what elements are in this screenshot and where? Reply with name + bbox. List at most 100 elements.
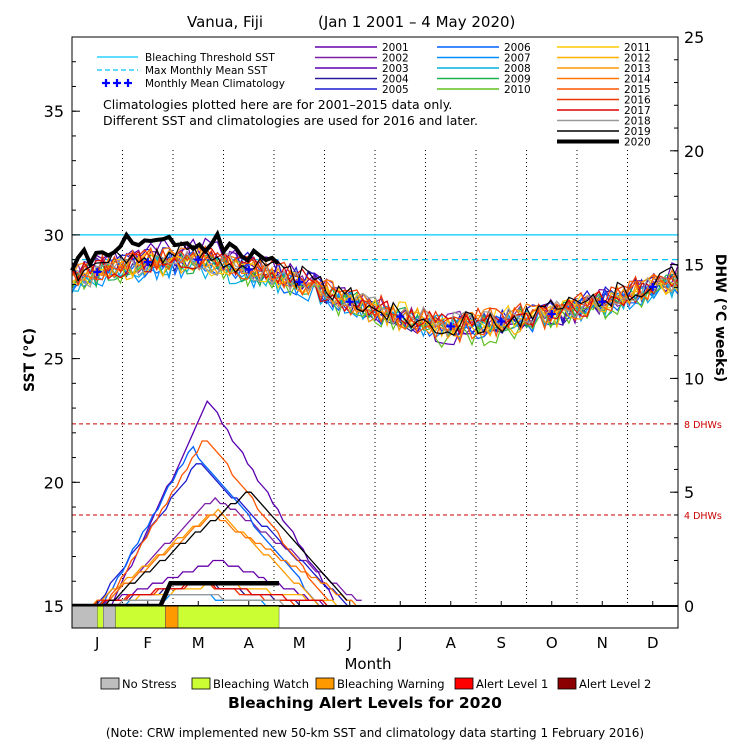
alert-bar-segment <box>165 605 179 629</box>
x-tick-label: N <box>597 634 608 652</box>
alert-bar-segment <box>71 605 98 629</box>
legend-ref-label: Monthly Mean Climatology <box>145 78 285 90</box>
x-tick-label: O <box>546 634 558 652</box>
alert-legend-swatch <box>557 677 577 690</box>
climatology-marker <box>295 277 304 286</box>
dhw-line-2017 <box>90 582 338 607</box>
legend-year-label-2016: 2016 <box>624 95 651 107</box>
x-tick-label: J <box>347 634 352 652</box>
x-tick-label: D <box>647 634 659 652</box>
dhw-line-2005 <box>94 463 349 607</box>
dhw-line-2002 <box>103 496 362 607</box>
note-line-1: Climatologies plotted here are for 2001–… <box>103 97 452 112</box>
y-left-tick-label: 20 <box>44 473 64 492</box>
sst-line-2018 <box>71 251 679 338</box>
axes: 15 20 25 30 35 0 5 10 15 20 25 J F M A M J J A S O N D <box>44 28 705 652</box>
alert-legend-label: Bleaching Watch <box>213 677 309 691</box>
dhw-line-2013 <box>91 508 320 607</box>
legend-year-label-2008: 2008 <box>504 63 531 75</box>
y-right-tick-label: 5 <box>684 483 694 502</box>
alert-legend-label: Alert Level 2 <box>579 677 651 691</box>
climatology-marker <box>244 265 253 274</box>
climatology-markers <box>93 255 657 331</box>
sst-line-2012 <box>71 253 679 338</box>
legend-year-label-2018: 2018 <box>624 116 651 128</box>
chart-title-location: Vanua, Fiji <box>187 13 263 31</box>
dhw-line-2014 <box>98 514 358 607</box>
alert-bar-segment <box>103 605 116 629</box>
footer-title: Bleaching Alert Levels for 2020 <box>228 694 502 712</box>
y-left-tick-label: 35 <box>44 102 64 121</box>
climatology-marker <box>194 255 203 264</box>
dhw-line-2015 <box>105 440 329 607</box>
y-right-tick-label: 0 <box>684 597 694 616</box>
y-left-label: SST (°C) <box>22 328 38 392</box>
y-right-label: DHW (°C weeks) <box>712 254 728 382</box>
alert-legend-label: Bleaching Warning <box>337 677 445 691</box>
legend-year-label-2004: 2004 <box>382 74 409 86</box>
x-tick-label: M <box>293 634 306 652</box>
chart-title-range: (Jan 1 2001 – 4 May 2020) <box>318 13 515 31</box>
alert-legend-swatch <box>100 677 120 690</box>
y-right-tick-label: 15 <box>684 256 704 275</box>
alert-bar <box>71 605 679 629</box>
y-right-tick-label: 10 <box>684 369 704 388</box>
reference-lines: 8 DHWs 4 DHWs <box>72 234 722 522</box>
legend-year-label-2003: 2003 <box>382 63 409 75</box>
plot-frame <box>71 36 679 607</box>
sst-line-2020 <box>70 229 280 272</box>
alert-legend-label: Alert Level 1 <box>476 677 548 691</box>
alert-legend-swatch <box>191 677 211 690</box>
legend-year-label-2013: 2013 <box>624 63 651 75</box>
dhw-reference-label: 4 DHWs <box>684 511 722 522</box>
x-tick-label: M <box>192 634 205 652</box>
legend-year-label-2001: 2001 <box>382 42 409 54</box>
y-left-tick-label: 15 <box>44 597 64 616</box>
sst-line-2016 <box>71 248 679 330</box>
dhw-line-2018 <box>97 593 310 607</box>
sst-series <box>70 229 679 349</box>
sst-line-2019 <box>71 240 679 336</box>
x-tick-label: A <box>446 634 457 652</box>
alert-bar-segment <box>115 605 166 629</box>
dhw-series <box>72 400 678 609</box>
sst-line-2006 <box>71 250 679 340</box>
alert-bar-segment <box>97 605 104 629</box>
legend-year-label-2020: 2020 <box>624 137 651 149</box>
legend-year-label-2017: 2017 <box>624 105 651 117</box>
x-axis-label: Month <box>344 655 391 673</box>
climatology-marker <box>446 322 455 331</box>
legend-year-label-2006: 2006 <box>504 42 531 54</box>
legend-ref-label: Bleaching Threshold SST <box>145 52 275 64</box>
legend-year-label-2019: 2019 <box>624 126 651 138</box>
legend-year-label-2009: 2009 <box>504 74 531 86</box>
y-right-tick-label: 25 <box>684 28 704 47</box>
climatology-marker <box>547 310 556 319</box>
dhw-line-2001 <box>97 559 325 607</box>
climatology-marker <box>345 297 354 306</box>
climatology-marker <box>396 312 405 321</box>
climatology-marker <box>598 297 607 306</box>
alert-bar-segment <box>177 605 280 629</box>
note-line-2: Different SST and climatologies are used… <box>103 113 478 128</box>
legend-year-label-2007: 2007 <box>504 53 531 65</box>
climatology-marker <box>497 317 506 326</box>
legend-year-label-2011: 2011 <box>624 42 651 54</box>
dhw-line-2006 <box>101 445 321 607</box>
alert-legend-swatch <box>315 677 335 690</box>
legend-ref-label: Max Monthly Mean SST <box>145 65 268 77</box>
y-left-tick-label: 25 <box>44 350 64 369</box>
legend-year-label-2010: 2010 <box>504 84 531 96</box>
alert-legend-label: No Stress <box>122 677 177 691</box>
alert-legend-swatch <box>454 677 474 690</box>
legend-year-label-2002: 2002 <box>382 53 409 65</box>
climatology-marker <box>648 282 657 291</box>
alert-legend: No Stress Bleaching Watch Bleaching Warnin… <box>100 677 651 691</box>
y-left-tick-label: 30 <box>44 226 64 245</box>
legend-year-label-2012: 2012 <box>624 53 651 65</box>
legend-year-label-2014: 2014 <box>624 74 651 86</box>
dhw-line-2019 <box>104 491 348 607</box>
